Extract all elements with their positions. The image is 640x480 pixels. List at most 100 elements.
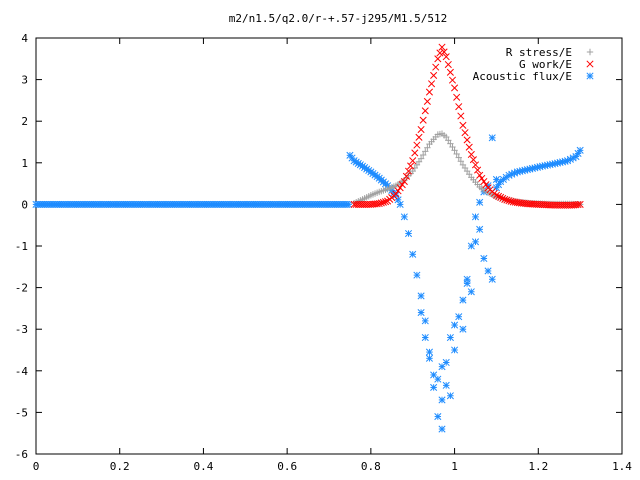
y-tick-label: 4 — [21, 32, 28, 45]
data-point — [442, 53, 450, 61]
data-point — [499, 194, 507, 202]
data-point — [505, 197, 513, 205]
legend-label: R stress/E — [506, 46, 572, 59]
x-tick-label: 1.4 — [612, 460, 632, 473]
data-point — [480, 177, 488, 186]
data-point — [434, 55, 442, 63]
data-point — [421, 333, 429, 342]
data-point — [423, 97, 431, 105]
data-point — [469, 156, 477, 164]
x-tick-label: 0.6 — [277, 460, 297, 473]
x-tick-label: 0 — [33, 460, 40, 473]
data-point — [446, 68, 454, 76]
data-point — [422, 148, 429, 155]
legend-marker — [586, 72, 594, 80]
data-point — [415, 133, 423, 141]
data-point — [381, 198, 390, 206]
data-point — [446, 392, 454, 400]
data-point — [430, 71, 438, 79]
data-point — [444, 60, 452, 69]
data-point — [409, 157, 417, 165]
data-point — [436, 49, 444, 57]
data-point — [404, 229, 413, 238]
data-point — [411, 149, 419, 157]
data-point — [478, 174, 486, 182]
data-point — [398, 181, 406, 189]
data-point — [451, 147, 458, 154]
data-point — [488, 275, 496, 283]
data-point — [459, 296, 467, 304]
data-marks — [32, 43, 584, 433]
y-tick-label: -4 — [15, 365, 29, 378]
data-point — [430, 383, 438, 391]
data-point — [507, 197, 515, 205]
data-point — [438, 425, 446, 433]
data-point — [455, 313, 463, 321]
data-point — [463, 275, 471, 283]
data-point — [497, 193, 505, 201]
plot-area-frame — [35, 37, 623, 455]
y-tick-label: 0 — [21, 198, 28, 211]
y-tick-label: 1 — [21, 157, 28, 170]
data-point — [451, 321, 459, 329]
data-point — [417, 309, 425, 317]
data-point — [459, 121, 467, 129]
y-tick-label: 2 — [21, 115, 28, 128]
data-point — [417, 125, 425, 134]
data-point — [400, 177, 408, 186]
y-tick-label: -3 — [15, 323, 28, 336]
data-point — [494, 192, 503, 200]
data-point — [377, 199, 385, 207]
data-point — [488, 134, 496, 142]
data-point — [396, 200, 404, 208]
legend-marker — [586, 48, 594, 56]
data-point — [400, 213, 408, 221]
series-x-group — [350, 43, 584, 209]
data-point — [448, 76, 457, 84]
data-point — [492, 191, 500, 199]
data-point — [465, 143, 473, 151]
data-point — [379, 198, 387, 206]
data-point — [409, 250, 417, 258]
data-point — [404, 167, 413, 175]
data-point — [417, 292, 425, 300]
data-point — [375, 200, 383, 208]
data-point — [467, 150, 475, 159]
data-point — [392, 190, 400, 198]
data-point — [574, 201, 582, 209]
data-point — [474, 166, 482, 174]
data-point — [419, 116, 427, 124]
data-point — [442, 358, 450, 367]
data-point — [425, 88, 434, 96]
data-point — [457, 158, 465, 165]
data-point — [451, 84, 459, 92]
series-+-group — [350, 130, 584, 208]
data-point — [425, 354, 434, 362]
y-tick-label: -2 — [15, 282, 28, 295]
data-point — [482, 181, 490, 189]
data-point — [419, 151, 427, 159]
data-point — [501, 195, 509, 203]
data-point — [471, 161, 480, 169]
data-point — [396, 184, 404, 192]
data-point — [443, 133, 450, 141]
x-tick-label: 0.2 — [110, 460, 130, 473]
chart-title: m2/n1.5/q2.0/r-+.57-j295/M1.5/512 — [229, 12, 448, 25]
data-point — [447, 140, 454, 147]
data-point — [421, 107, 429, 115]
y-tick-label: -5 — [15, 406, 28, 419]
y-tick-label: 3 — [21, 74, 28, 87]
data-point — [434, 413, 442, 421]
data-point — [345, 200, 353, 208]
data-point — [503, 196, 511, 204]
data-point — [476, 198, 484, 206]
data-point — [576, 200, 584, 208]
data-point — [413, 141, 421, 149]
data-point — [576, 146, 584, 154]
data-point — [455, 103, 463, 111]
data-point — [373, 200, 381, 208]
axes: 0 0.2 0.4 0.6 0.8 1 1.2 1.4 -6 -5 -4 -3 -2 -1 0 1 2 3 4 — [15, 32, 633, 473]
legend-label: Acoustic flux/E — [473, 70, 572, 83]
